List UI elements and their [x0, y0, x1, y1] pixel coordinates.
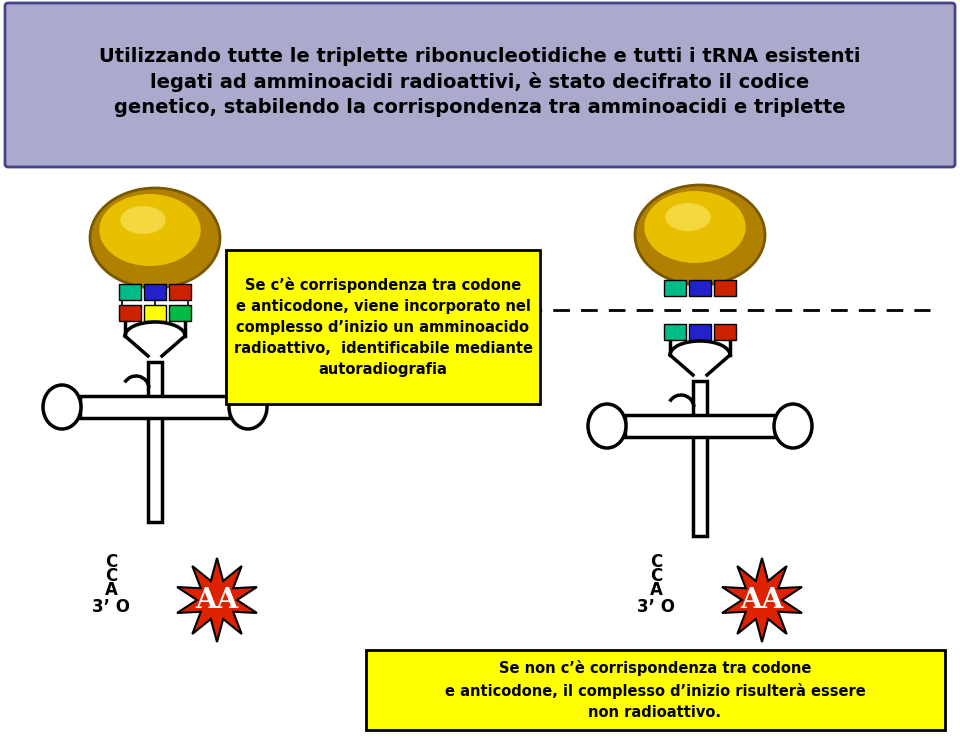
Ellipse shape: [43, 385, 81, 429]
Text: 3’ O: 3’ O: [92, 598, 130, 616]
Ellipse shape: [99, 194, 201, 266]
Text: A: A: [105, 581, 117, 599]
FancyBboxPatch shape: [5, 3, 955, 167]
Bar: [169, 284, 191, 300]
FancyBboxPatch shape: [226, 250, 540, 404]
Polygon shape: [177, 558, 257, 642]
Text: AA: AA: [196, 586, 239, 614]
Bar: [148, 362, 162, 522]
Ellipse shape: [644, 191, 746, 263]
Ellipse shape: [635, 185, 765, 285]
Bar: [689, 280, 711, 296]
Bar: [144, 284, 166, 300]
Bar: [80, 396, 230, 418]
Text: 3’ O: 3’ O: [637, 598, 675, 616]
Bar: [693, 381, 707, 536]
Bar: [169, 305, 191, 321]
Text: Se c’è corrispondenza tra codone
e anticodone, viene incorporato nel
complesso d: Se c’è corrispondenza tra codone e antic…: [233, 277, 533, 377]
Ellipse shape: [774, 404, 812, 448]
Polygon shape: [722, 558, 802, 642]
Text: A: A: [650, 581, 662, 599]
Bar: [625, 415, 775, 437]
Ellipse shape: [665, 203, 710, 231]
Bar: [689, 324, 711, 340]
Text: C: C: [105, 553, 117, 571]
Ellipse shape: [229, 385, 267, 429]
Bar: [714, 280, 736, 296]
Text: Se non c’è corrispondenza tra codone
e anticodone, il complesso d’inizio risulte: Se non c’è corrispondenza tra codone e a…: [444, 660, 865, 720]
Bar: [119, 284, 141, 300]
Text: C: C: [105, 567, 117, 585]
Text: C: C: [650, 567, 662, 585]
Text: C: C: [650, 553, 662, 571]
Text: AA: AA: [740, 586, 783, 614]
Ellipse shape: [90, 188, 220, 288]
Ellipse shape: [588, 404, 626, 448]
Ellipse shape: [120, 206, 166, 234]
FancyBboxPatch shape: [366, 650, 945, 730]
Bar: [664, 324, 686, 340]
Text: Utilizzando tutte le triplette ribonucleotidiche e tutti i tRNA esistenti
legati: Utilizzando tutte le triplette ribonucle…: [99, 47, 861, 117]
Bar: [119, 305, 141, 321]
Bar: [664, 280, 686, 296]
Bar: [714, 324, 736, 340]
Bar: [144, 305, 166, 321]
